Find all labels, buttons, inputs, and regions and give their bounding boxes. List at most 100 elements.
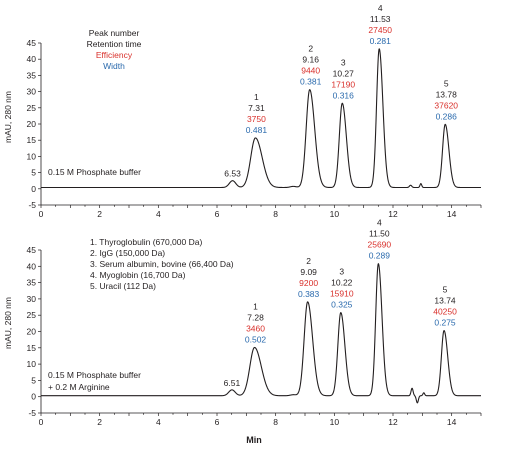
retention-time-label: 7.28 <box>247 312 264 322</box>
y-tick-label: 20 <box>27 327 37 337</box>
top-condition-label: 0.15 M Phosphate buffer <box>48 167 141 177</box>
retention-time-label: 9.16 <box>302 55 319 65</box>
retention-time-label: 13.74 <box>434 296 456 306</box>
retention-time-label: 11.50 <box>369 229 390 239</box>
x-tick-label: 10 <box>330 417 340 427</box>
bottom-x-axis-label: Min <box>246 435 262 445</box>
y-tick-label: -5 <box>28 408 36 418</box>
minor-peak-label: 6.51 <box>224 378 241 388</box>
width-label: 0.383 <box>298 289 320 299</box>
top-chromatogram-trace <box>40 48 482 189</box>
x-tick-label: 0 <box>39 417 44 427</box>
width-label: 0.502 <box>245 334 267 344</box>
x-tick-label: 2 <box>97 209 102 219</box>
top-y-axis-label: mAU, 280 nm <box>3 91 13 143</box>
x-tick-label: 0 <box>39 209 44 219</box>
width-label: 0.316 <box>333 90 355 100</box>
peak-number-label: 5 <box>443 285 448 295</box>
peak-number-label: 4 <box>378 3 383 13</box>
peak-number-label: 3 <box>341 57 346 67</box>
retention-time-label: 9.09 <box>300 267 317 277</box>
y-tick-label: 40 <box>27 261 37 271</box>
y-tick-label: 40 <box>27 54 37 64</box>
y-tick-label: 0 <box>31 392 36 402</box>
width-label: 0.286 <box>436 111 458 121</box>
bottom-condition-label-1: 0.15 M Phosphate buffer <box>48 370 141 380</box>
efficiency-label: 37620 <box>434 100 458 110</box>
y-tick-label: 10 <box>27 151 37 161</box>
retention-time-label: 11.53 <box>370 14 391 24</box>
y-tick-label: 5 <box>31 168 36 178</box>
width-label: 0.281 <box>370 36 392 46</box>
peak-number-label: 2 <box>306 256 311 266</box>
efficiency-label: 25690 <box>368 240 392 250</box>
width-label: 0.481 <box>246 125 268 135</box>
efficiency-label: 27450 <box>368 25 392 35</box>
y-tick-label: 15 <box>27 135 37 145</box>
y-tick-label: 45 <box>27 245 37 255</box>
x-tick-label: 12 <box>388 417 398 427</box>
width-label: 0.289 <box>369 251 391 261</box>
minor-peak-label: 6.53 <box>224 169 241 179</box>
legend-entry: 4. Myoglobin (16,700 Da) <box>90 270 186 280</box>
retention-time-label: 10.22 <box>331 278 353 288</box>
key-width: Width <box>103 61 125 71</box>
legend-entry: 1. Thyroglobulin (670,000 Da) <box>90 237 202 247</box>
x-tick-label: 14 <box>447 209 457 219</box>
legend-entry: 5. Uracil (112 Da) <box>90 281 156 291</box>
x-tick-label: 14 <box>447 417 457 427</box>
y-tick-label: 35 <box>27 278 37 288</box>
efficiency-label: 17190 <box>331 79 355 89</box>
y-tick-label: 0 <box>31 184 36 194</box>
key-retention-time: Retention time <box>87 39 142 49</box>
bottom-y-axis-label: mAU, 280 nm <box>3 297 13 349</box>
bottom-chromatogram-trace <box>40 263 482 404</box>
x-tick-label: 8 <box>273 209 278 219</box>
peak-number-label: 5 <box>444 78 449 88</box>
top-chromatogram-panel: mAU, 280 nm Peak number Retention time E… <box>3 3 482 219</box>
y-tick-label: -5 <box>28 200 36 210</box>
y-tick-label: 20 <box>27 119 37 129</box>
efficiency-label: 40250 <box>433 307 457 317</box>
peak-number-label: 3 <box>339 267 344 277</box>
x-tick-label: 6 <box>215 209 220 219</box>
key-peak-number: Peak number <box>89 28 140 38</box>
bottom-chromatogram-panel: mAU, 280 nm Min 1. Thyroglobulin (670,00… <box>3 218 482 445</box>
width-label: 0.381 <box>300 77 322 87</box>
efficiency-label: 3460 <box>246 323 265 333</box>
bottom-condition-label-2: + 0.2 M Arginine <box>48 382 110 392</box>
peak-number-label: 2 <box>308 44 313 54</box>
retention-time-label: 7.31 <box>248 103 265 113</box>
efficiency-label: 9440 <box>301 66 320 76</box>
y-tick-label: 15 <box>27 343 37 353</box>
efficiency-label: 3750 <box>247 114 266 124</box>
y-tick-label: 30 <box>27 87 37 97</box>
y-tick-label: 10 <box>27 359 37 369</box>
efficiency-label: 9200 <box>299 278 318 288</box>
protein-legend: 1. Thyroglobulin (670,000 Da) 2. IgG (15… <box>90 237 234 291</box>
peak-number-label: 1 <box>254 92 259 102</box>
x-tick-label: 8 <box>273 417 278 427</box>
y-tick-label: 35 <box>27 70 37 80</box>
legend-entry: 3. Serum albumin, bovine (66,400 Da) <box>90 259 234 269</box>
retention-time-label: 10.27 <box>333 68 355 78</box>
x-tick-label: 4 <box>156 417 161 427</box>
width-label: 0.325 <box>331 300 353 310</box>
peak-number-label: 1 <box>253 301 258 311</box>
efficiency-label: 15910 <box>330 289 354 299</box>
y-tick-label: 25 <box>27 103 37 113</box>
y-tick-label: 45 <box>27 38 37 48</box>
x-tick-label: 2 <box>97 417 102 427</box>
y-tick-label: 25 <box>27 310 37 320</box>
x-tick-label: 12 <box>388 209 398 219</box>
key-efficiency: Efficiency <box>96 50 133 60</box>
y-tick-label: 30 <box>27 294 37 304</box>
peak-number-label: 4 <box>377 218 382 228</box>
retention-time-label: 13.78 <box>436 89 458 99</box>
x-tick-label: 6 <box>215 417 220 427</box>
x-tick-label: 4 <box>156 209 161 219</box>
width-label: 0.275 <box>434 318 456 328</box>
y-tick-label: 5 <box>31 375 36 385</box>
x-tick-label: 10 <box>330 209 340 219</box>
